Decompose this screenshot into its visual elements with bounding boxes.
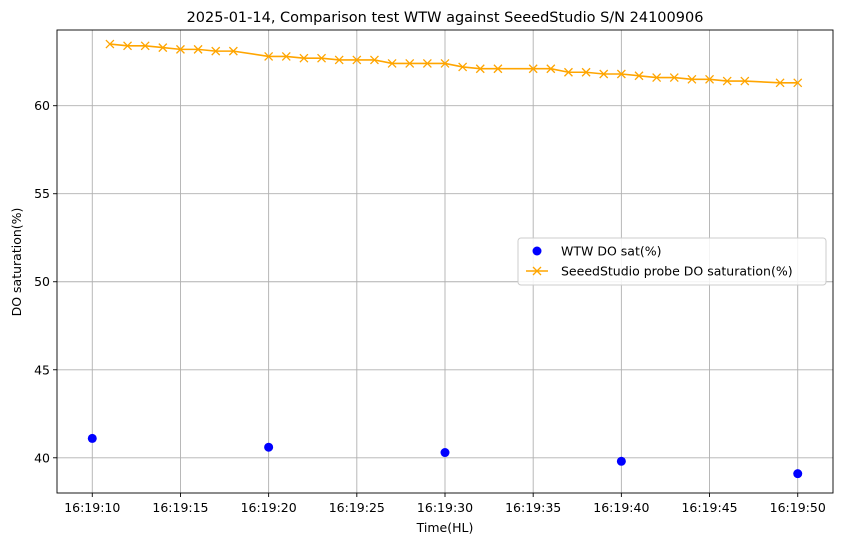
data-point (793, 469, 803, 479)
data-point-marker (369, 55, 379, 65)
data-point-marker (458, 62, 468, 72)
series-0 (87, 433, 803, 479)
data-point (616, 456, 626, 466)
data-point-marker (634, 71, 644, 81)
x-tick-label: 16:19:25 (329, 500, 385, 515)
data-point-marker (123, 41, 133, 51)
legend-entry-label: SeeedStudio probe DO saturation(%) (561, 264, 793, 279)
x-tick-label: 16:19:40 (593, 500, 649, 515)
data-point-marker (422, 58, 432, 68)
data-point-marker (193, 44, 203, 54)
data-point-marker (793, 78, 803, 88)
x-tick-label: 16:19:30 (417, 500, 473, 515)
data-point-marker (475, 64, 485, 74)
x-tick-label: 16:19:35 (505, 500, 561, 515)
data-point-marker (105, 39, 115, 49)
data-point-marker (264, 51, 274, 61)
data-point-marker (669, 73, 679, 82)
data-point-marker (546, 64, 556, 74)
data-point-marker (687, 74, 697, 84)
legend-entry-label: WTW DO sat(%) (561, 244, 661, 259)
series-1 (105, 39, 803, 88)
data-point-marker (563, 67, 573, 77)
x-axis: 16:19:10 16:19:15 16:19:20 16:19:25 16:19:30… (64, 493, 826, 515)
x-tick-label: 16:19:15 (152, 500, 208, 515)
data-point-marker (140, 41, 150, 51)
data-point-marker (281, 51, 291, 61)
data-point-marker (211, 46, 221, 56)
x-tick-label: 16:19:50 (770, 500, 826, 515)
data-point-marker (616, 69, 626, 79)
series-layer (87, 39, 803, 479)
data-point (440, 448, 450, 458)
y-tick-label: 45 (34, 362, 50, 377)
data-point-marker (317, 53, 327, 63)
x-tick-label: 16:19:45 (681, 500, 737, 515)
data-point-marker (440, 58, 450, 68)
x-axis-label: Time(HL) (416, 520, 474, 535)
data-point-marker (299, 53, 309, 63)
data-point-marker (740, 76, 750, 86)
data-point-marker (228, 46, 238, 56)
data-point-marker (652, 73, 662, 82)
legend-box (517, 237, 827, 286)
data-point-marker (775, 78, 785, 88)
y-tick-label: 55 (34, 186, 50, 201)
x-tick-label: 16:19:20 (241, 500, 297, 515)
y-tick-label: 50 (34, 274, 50, 289)
x-tick-label: 16:19:10 (64, 500, 120, 515)
data-point-marker (175, 44, 185, 54)
y-axis-label: DO saturation(%) (9, 208, 24, 317)
data-point-marker (387, 58, 397, 68)
legend-marker (532, 246, 542, 256)
data-point-marker (528, 64, 538, 74)
data-point-marker (352, 55, 362, 65)
y-axis: 40 45 50 55 60 (34, 98, 57, 465)
data-point-marker (158, 43, 168, 53)
data-point-marker (493, 64, 503, 74)
data-point-marker (722, 76, 732, 86)
data-point-marker (599, 69, 609, 79)
y-tick-label: 60 (34, 98, 50, 113)
chart-title: 2025-01-14, Comparison test WTW against … (187, 10, 704, 26)
data-point-marker (334, 55, 344, 65)
data-point-marker (405, 58, 415, 68)
data-point-marker (581, 67, 591, 77)
data-point (264, 442, 274, 452)
legend: WTW DO sat(%) SeeedStudio probe DO satura… (517, 237, 827, 286)
data-point-marker (705, 74, 715, 84)
data-point (87, 433, 97, 443)
y-tick-label: 40 (34, 450, 50, 465)
legend-marker (532, 266, 542, 276)
